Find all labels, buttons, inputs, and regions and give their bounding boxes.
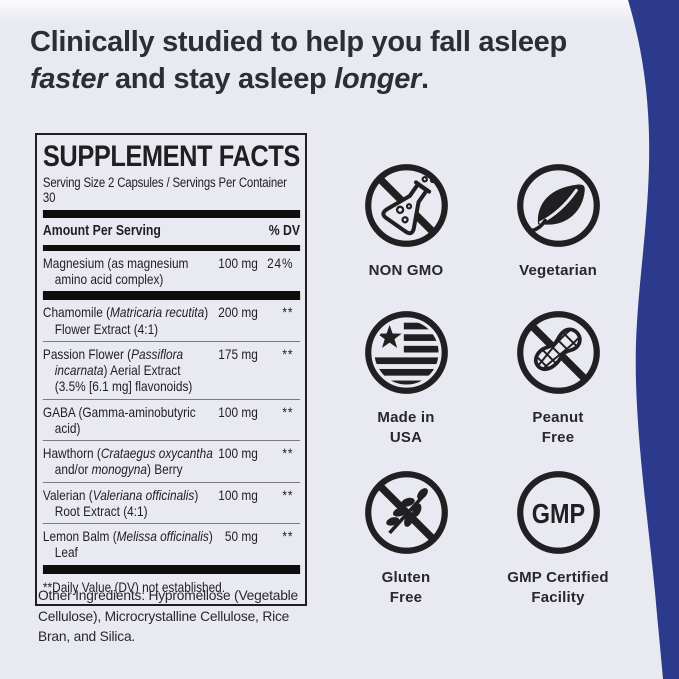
ingredient-amount: 200 mg <box>218 304 258 321</box>
badge-label: NON GMO <box>368 262 444 279</box>
badge-label: Peanut Free <box>532 409 584 446</box>
divider-bar <box>42 564 301 574</box>
ingredient-name: Magnesium (as magnesium amino acid comple… <box>42 255 189 288</box>
row-divider <box>42 523 301 525</box>
ingredient-amount: 100 mg <box>218 445 258 462</box>
dv-footnote: **Daily Value (DV) not established. <box>42 578 226 595</box>
ingredient-name: Hawthorn (Crataegus oxycantha and/or mono… <box>42 445 213 478</box>
other-ingredients-text: Other Ingredients: Hypromellose (Vegetab… <box>38 588 299 645</box>
svg-text:GMP: GMP <box>531 498 584 529</box>
badge-vegetarian: Vegetarian <box>482 161 634 308</box>
divider-bar <box>42 245 301 251</box>
ingredient-dv: ** <box>282 528 294 545</box>
ingredient-rows: Magnesium (as magnesium amino acid comple… <box>42 251 301 574</box>
certification-badges: NON GMO Vegetarian Made in USA <box>330 161 634 608</box>
gmp-icon: GMP <box>516 471 600 554</box>
badge-gmp: GMP GMP Certified Facility <box>482 468 634 608</box>
ingredient-dv: ** <box>282 304 294 321</box>
serving-size-line: Serving Size 2 Capsules / Servings Per C… <box>42 175 287 205</box>
badge-label: Made in USA <box>377 409 435 446</box>
ingredient-dv: ** <box>282 445 294 462</box>
column-header-row: Amount Per Serving % DV <box>43 218 300 242</box>
badge-made-in-usa: Made in USA <box>330 308 482 468</box>
ingredient-dv: ** <box>282 486 294 503</box>
table-row: Magnesium (as magnesium amino acid comple… <box>43 251 300 291</box>
table-row: Passion Flower (Passiflora incarnata) Aer… <box>43 342 300 399</box>
ingredient-amount: 100 mg <box>218 403 258 420</box>
non-gmo-icon <box>364 164 448 247</box>
gluten-free-icon <box>364 471 448 554</box>
ingredient-name: Chamomile (Matricaria recutita) Flower Ex… <box>42 304 209 337</box>
ingredient-name: GABA (Gamma-aminobutyric acid) <box>42 403 196 436</box>
amount-per-serving-header: Amount Per Serving <box>42 223 161 239</box>
badge-peanut-free: Peanut Free <box>482 308 634 468</box>
badge-label: Vegetarian <box>519 262 597 279</box>
ingredient-amount: 100 mg <box>218 255 258 271</box>
badge-non-gmo: NON GMO <box>330 161 482 308</box>
ingredient-amount: 100 mg <box>218 486 258 503</box>
ingredient-name: Lemon Balm (Melissa officinalis) Leaf <box>42 528 213 561</box>
row-divider <box>42 398 301 400</box>
ingredient-dv: ** <box>282 403 294 420</box>
supplement-facts-title: SUPPLEMENT FACTS <box>42 140 300 173</box>
table-row: Hawthorn (Crataegus oxycantha and/or mono… <box>43 441 300 481</box>
ingredient-dv: ** <box>282 345 294 362</box>
ingredient-dv: 24% <box>267 255 294 271</box>
table-row: Lemon Balm (Melissa officinalis) Leaf 50 m… <box>43 524 300 564</box>
table-row: Chamomile (Matricaria recutita) Flower Ex… <box>43 300 300 340</box>
divider-bar <box>42 291 301 301</box>
percent-dv-header: % DV <box>268 223 301 239</box>
ingredient-name: Valerian (Valeriana officinalis) Root Ext… <box>42 486 199 519</box>
row-divider <box>42 440 301 442</box>
headline: Clinically studied to help you fall asle… <box>30 26 567 95</box>
ingredient-amount: 50 mg <box>224 528 258 545</box>
ingredient-amount: 175 mg <box>218 345 258 362</box>
ingredient-name: Passion Flower (Passiflora incarnata) Aer… <box>42 345 193 395</box>
row-divider <box>42 481 301 483</box>
made-in-usa-icon <box>364 311 448 394</box>
supplement-facts-panel: SUPPLEMENT FACTS Serving Size 2 Capsules… <box>35 133 307 606</box>
row-divider <box>42 340 301 342</box>
badge-gluten-free: Gluten Free <box>330 468 482 608</box>
badge-label: GMP Certified Facility <box>507 569 609 606</box>
peanut-free-icon <box>516 311 600 394</box>
badge-label: Gluten Free <box>381 569 431 606</box>
divider-bar <box>42 210 301 218</box>
table-row: GABA (Gamma-aminobutyric acid) 100 mg ** <box>43 400 300 440</box>
vegetarian-icon <box>516 164 600 247</box>
table-row: Valerian (Valeriana officinalis) Root Ext… <box>43 483 300 523</box>
